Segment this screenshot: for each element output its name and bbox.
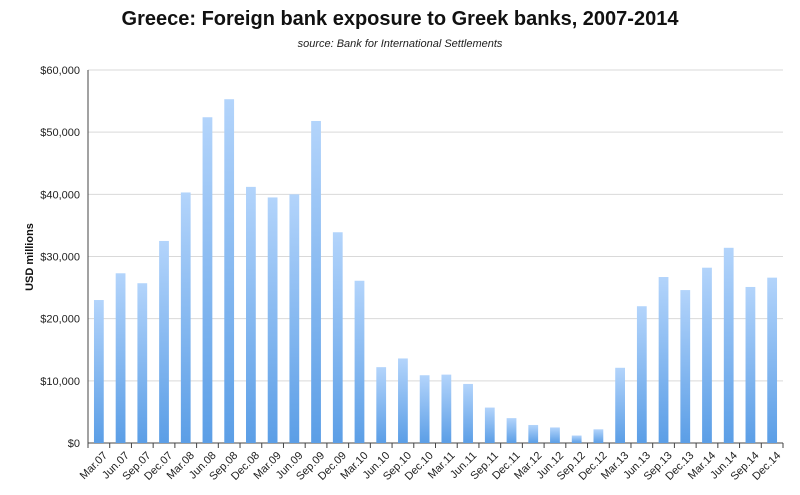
bar: [354, 280, 365, 443]
bar: [680, 290, 691, 443]
bar: [615, 367, 625, 443]
bar: [137, 283, 148, 443]
y-tick-label: $30,000: [40, 252, 80, 264]
bar: [419, 375, 430, 443]
bar: [180, 192, 191, 443]
y-tick-label: $50,000: [40, 127, 80, 139]
bar: [93, 300, 104, 443]
y-tick-label: $60,000: [40, 65, 80, 77]
bar: [767, 277, 778, 443]
bar: [636, 306, 647, 443]
bar: [593, 429, 604, 443]
bar: [332, 232, 343, 443]
bar: [224, 99, 235, 444]
bar: [702, 267, 712, 443]
bar: [745, 286, 756, 443]
y-tick-label: $20,000: [40, 314, 80, 326]
bar: [441, 374, 452, 443]
bar: [289, 194, 300, 443]
y-tick-label: $10,000: [40, 376, 80, 388]
y-tick-label: $40,000: [40, 189, 80, 201]
chart-subtitle: source: Bank for International Settlemen…: [297, 38, 503, 50]
bar: [723, 247, 734, 443]
chart-title: Greece: Foreign bank exposure to Greek b…: [121, 8, 679, 30]
bar: [246, 186, 256, 443]
bar: [550, 427, 560, 443]
bar: [571, 435, 582, 443]
bar: [311, 120, 321, 443]
bar: [658, 277, 669, 443]
bar: [463, 383, 473, 443]
y-axis-label: USD millions: [24, 223, 36, 291]
bar: [506, 418, 517, 443]
bar: [202, 117, 213, 443]
bar: [115, 273, 126, 443]
bar: [267, 197, 278, 443]
bar: [528, 424, 539, 443]
bar: [376, 367, 387, 443]
bar: [484, 407, 495, 443]
y-tick-label: $0: [68, 438, 80, 450]
bar: [398, 358, 408, 443]
bar: [159, 240, 169, 443]
